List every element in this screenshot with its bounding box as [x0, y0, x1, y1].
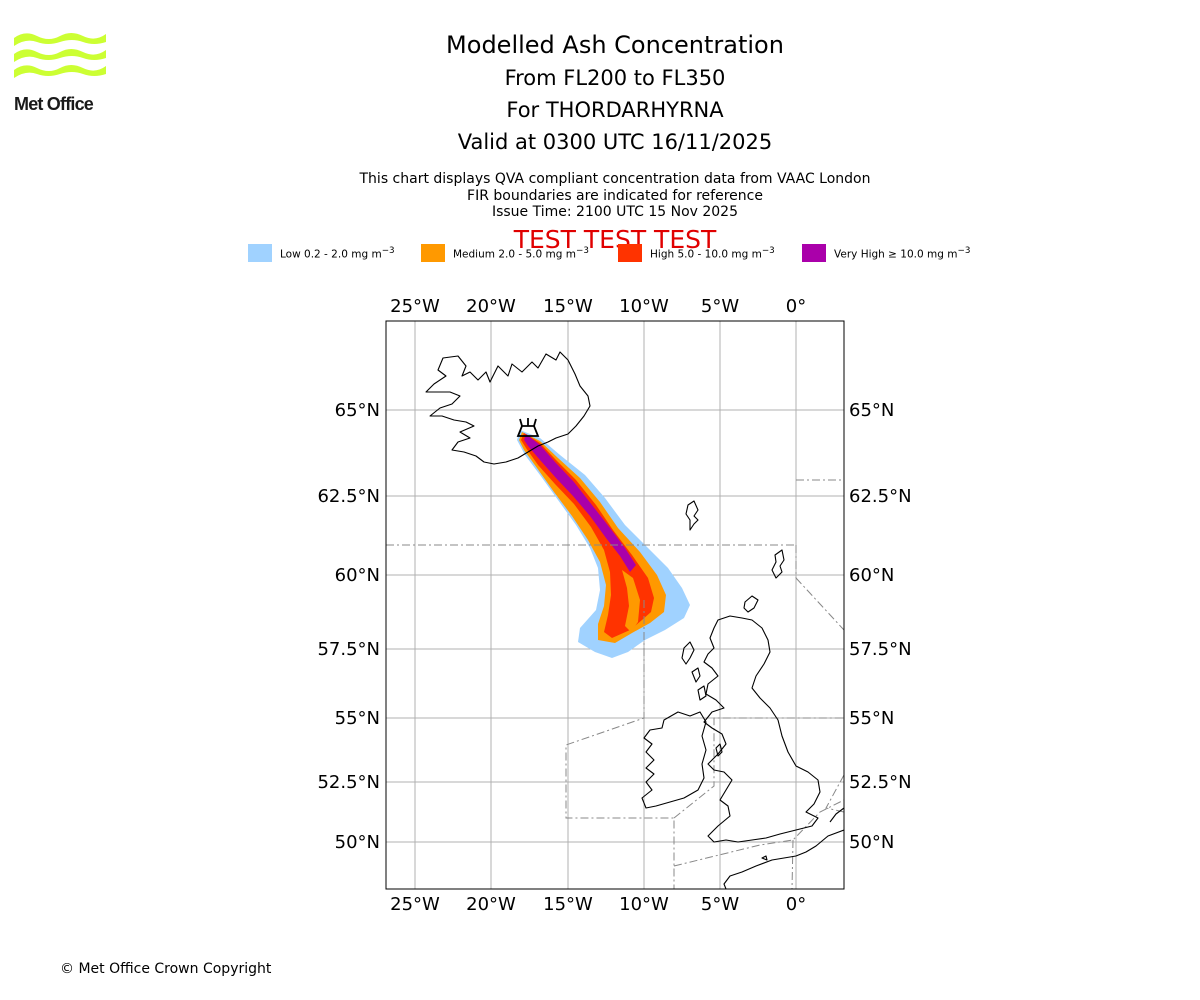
isle-of-man	[715, 743, 723, 757]
lat-tick-left: 52.5°N	[317, 772, 380, 793]
lat-tick-right: 62.5°N	[849, 486, 912, 507]
orkney-islands	[743, 595, 759, 613]
legend-swatch-very-high	[802, 244, 826, 262]
lat-tick-right: 57.5°N	[849, 639, 912, 660]
ash-high-area	[521, 433, 654, 638]
lon-tick-bottom: 15°W	[543, 894, 593, 915]
valid-time: Valid at 0300 UTC 16/11/2025	[457, 130, 773, 154]
lon-tick-top: 20°W	[466, 296, 516, 317]
map-frame	[385, 320, 845, 890]
logo-text: Met Office	[14, 94, 94, 114]
lat-tick-left: 57.5°N	[317, 639, 380, 660]
lon-tick-bottom: 0°	[786, 894, 806, 915]
low-countries-coast	[829, 807, 844, 823]
volcano-name: For THORDARHYRNA	[506, 98, 724, 122]
iceland-coast	[425, 351, 591, 465]
ash-medium-core	[622, 570, 640, 632]
fir-boundaries	[386, 479, 844, 889]
lat-tick-left: 62.5°N	[317, 486, 380, 507]
lon-tick-bottom: 10°W	[619, 894, 669, 915]
outer-hebrides	[681, 641, 707, 701]
lon-tick-top: 0°	[786, 296, 806, 317]
legend-swatch-medium	[421, 244, 445, 262]
description-line-1: This chart displays QVA compliant concen…	[359, 171, 871, 187]
lat-ticks-right: 65°N 62.5°N 60°N 57.5°N 55°N 52.5°N 50°N	[849, 400, 912, 853]
legend-label-high: High 5.0 - 10.0 mg m−3	[650, 245, 775, 261]
description-line-2: FIR boundaries are indicated for referen…	[467, 187, 763, 204]
met-office-logo: Met Office	[14, 30, 109, 115]
lon-tick-bottom: 20°W	[466, 894, 516, 915]
lon-tick-top: 10°W	[619, 296, 669, 317]
legend-label-low: Low 0.2 - 2.0 mg m−3	[280, 245, 395, 261]
lon-tick-top: 25°W	[390, 296, 440, 317]
ireland-coast	[641, 711, 707, 809]
faroe-islands	[685, 500, 699, 531]
lat-tick-left: 50°N	[335, 832, 380, 853]
legend-label-very-high: Very High ≥ 10.0 mg m−3	[834, 245, 971, 261]
france-coast	[723, 829, 844, 889]
lat-tick-right: 50°N	[849, 832, 894, 853]
lat-tick-right: 55°N	[849, 708, 894, 729]
legend-item-low: Low 0.2 - 2.0 mg m−3	[248, 244, 395, 262]
lat-tick-right: 52.5°N	[849, 772, 912, 793]
legend-swatch-high	[618, 244, 642, 262]
issue-time: Issue Time: 2100 UTC 15 Nov 2025	[491, 204, 739, 220]
lat-tick-left: 65°N	[335, 400, 380, 421]
volcano-icon	[516, 418, 540, 437]
lat-tick-right: 60°N	[849, 565, 894, 586]
legend-item-very-high: Very High ≥ 10.0 mg m−3	[802, 244, 970, 262]
graticule	[386, 321, 844, 889]
lon-ticks-bottom: 25°W 20°W 15°W 10°W 5°W 0°	[390, 894, 806, 915]
coastlines	[425, 351, 844, 889]
lat-tick-left: 60°N	[335, 565, 380, 586]
ash-plume	[517, 430, 690, 658]
lon-ticks-top: 25°W 20°W 15°W 10°W 5°W 0°	[390, 296, 806, 317]
legend-item-medium: Medium 2.0 - 5.0 mg m−3	[421, 244, 589, 262]
flight-levels: From FL200 to FL350	[504, 66, 726, 90]
test-banner: TEST TEST TEST	[513, 224, 717, 254]
lon-tick-bottom: 5°W	[701, 894, 739, 915]
lat-ticks-left: 65°N 62.5°N 60°N 57.5°N 55°N 52.5°N 50°N	[317, 400, 380, 853]
legend-label-medium: Medium 2.0 - 5.0 mg m−3	[453, 245, 589, 261]
lon-tick-top: 15°W	[543, 296, 593, 317]
lat-tick-left: 55°N	[335, 708, 380, 729]
legend-item-high: High 5.0 - 10.0 mg m−3	[618, 244, 775, 262]
chart-title: Modelled Ash Concentration	[446, 31, 784, 59]
channel-islands	[761, 855, 768, 861]
ash-very-high-area	[524, 434, 636, 572]
chart-header: Modelled Ash Concentration From FL200 to…	[0, 30, 1200, 255]
met-office-waves-icon	[14, 33, 106, 78]
lon-tick-top: 5°W	[701, 296, 739, 317]
lat-tick-right: 65°N	[849, 400, 894, 421]
shetland-islands	[771, 549, 785, 579]
great-britain-coast	[703, 615, 821, 843]
lon-tick-bottom: 25°W	[390, 894, 440, 915]
legend-swatch-low	[248, 244, 272, 262]
copyright: © Met Office Crown Copyright	[60, 961, 272, 977]
